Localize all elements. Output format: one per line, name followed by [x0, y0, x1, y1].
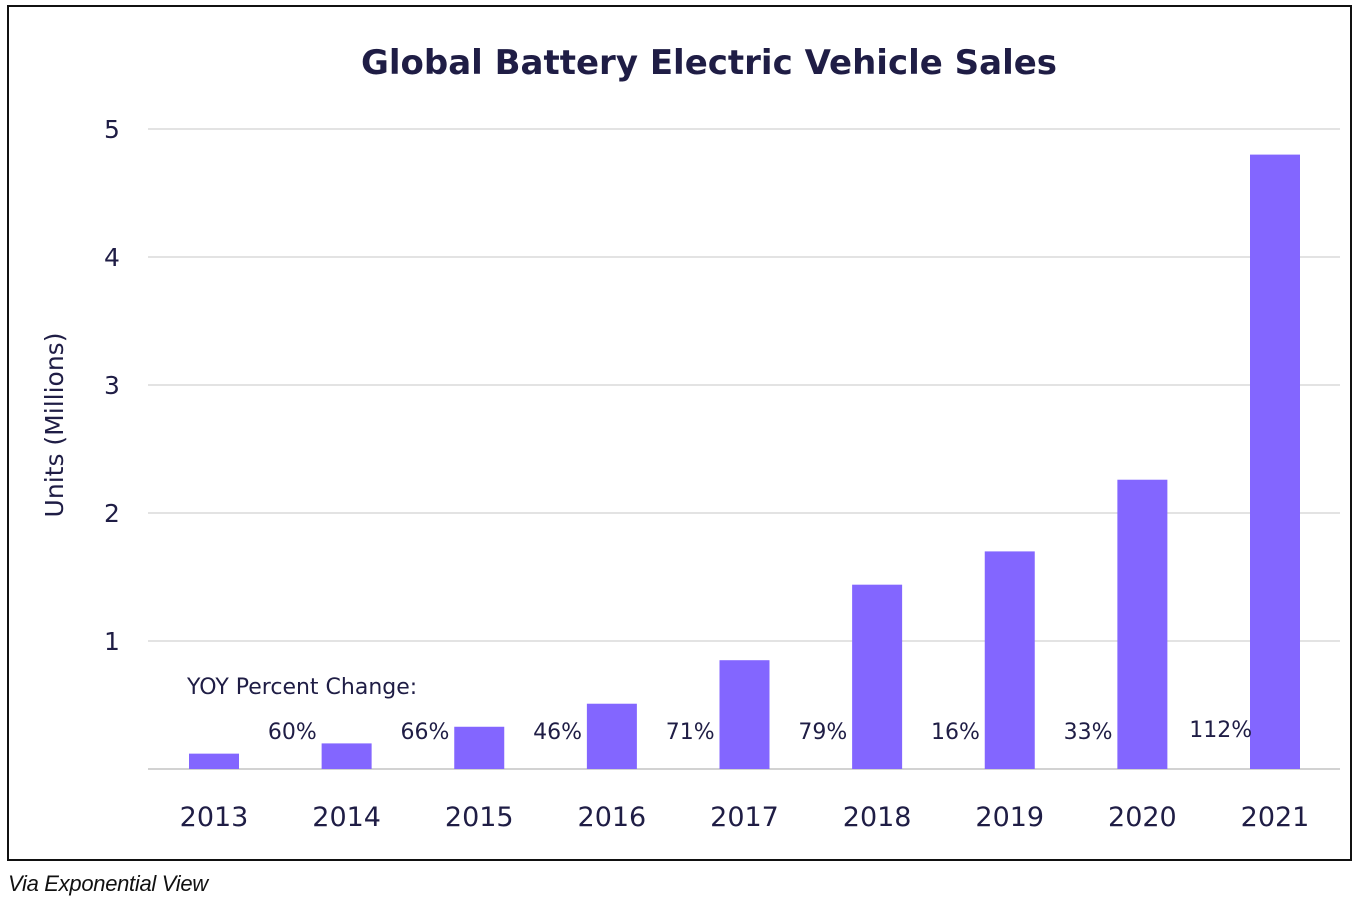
yoy-change-label: 112% [1189, 718, 1252, 743]
yoy-change-label: 33% [1064, 720, 1113, 745]
y-tick-label: 3 [104, 371, 120, 400]
yoy-heading: YOY Percent Change: [186, 675, 417, 700]
source-note: Via Exponential View [8, 871, 208, 896]
bar [321, 743, 372, 769]
yoy-change-label: 60% [268, 720, 317, 745]
x-tick-label: 2015 [445, 802, 514, 833]
chart-title: Global Battery Electric Vehicle Sales [361, 43, 1057, 83]
y-tick-label: 5 [104, 115, 120, 144]
x-tick-label: 2017 [710, 802, 779, 833]
x-tick-label: 2013 [180, 802, 249, 833]
bar [454, 726, 505, 769]
bar [984, 551, 1035, 769]
y-tick-label: 2 [104, 499, 120, 528]
y-tick-label: 4 [104, 243, 120, 272]
bar [719, 660, 770, 769]
bar [586, 703, 637, 769]
x-tick-label: 2021 [1241, 802, 1310, 833]
bar [852, 584, 903, 769]
yoy-change-label: 16% [931, 720, 980, 745]
yoy-change-label: 46% [533, 720, 582, 745]
x-tick-label: 2018 [843, 802, 912, 833]
bar [1117, 479, 1168, 769]
x-tick-label: 2019 [975, 802, 1044, 833]
y-axis-label: Units (Millions) [40, 333, 69, 518]
y-tick-label: 1 [104, 627, 120, 656]
x-tick-label: 2014 [312, 802, 381, 833]
yoy-change-label: 79% [798, 720, 847, 745]
yoy-change-label: 66% [400, 720, 449, 745]
x-tick-label: 2020 [1108, 802, 1177, 833]
bar [189, 753, 239, 769]
x-tick-label: 2016 [578, 802, 647, 833]
bar [1250, 154, 1300, 770]
yoy-change-label: 71% [666, 720, 715, 745]
